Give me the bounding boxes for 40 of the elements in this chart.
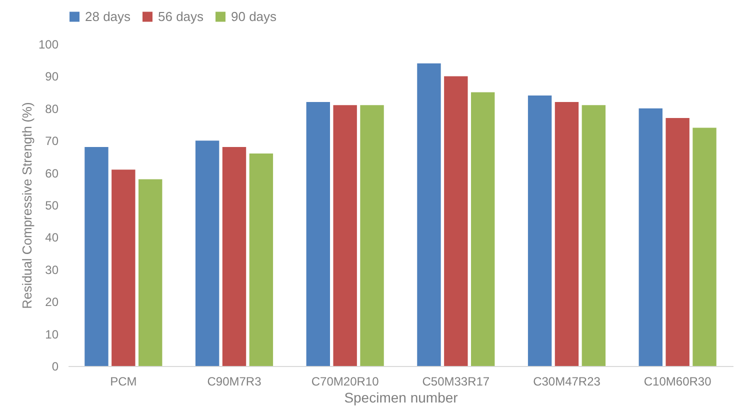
bar [195, 140, 220, 366]
bar [582, 105, 606, 366]
x-tick-label: C50M33R17 [422, 374, 490, 388]
y-tick-label: 0 [52, 360, 59, 374]
bar [112, 170, 136, 366]
x-tick-label: C10M60R30 [644, 374, 712, 388]
bar [638, 108, 662, 366]
x-tick-label: PCM [110, 374, 137, 388]
bar [471, 92, 495, 366]
y-tick-label: 60 [45, 166, 59, 180]
bar [528, 96, 552, 366]
x-tick-label: C90M7R3 [207, 374, 262, 388]
y-tick-label: 30 [45, 262, 59, 277]
x-tick-label: C30M47R23 [533, 374, 601, 388]
bar [138, 179, 162, 366]
bar [333, 105, 357, 366]
legend-label: 56 days [158, 8, 204, 24]
y-tick-label: 80 [45, 102, 59, 116]
bar [554, 102, 579, 366]
y-tick-label: 10 [45, 327, 59, 342]
y-tick-label: 90 [45, 70, 59, 84]
x-axis-title: Specimen number [344, 390, 458, 406]
x-tick-label: C70M20R10 [311, 374, 380, 388]
bar [360, 105, 384, 366]
y-tick-label: 70 [45, 134, 59, 148]
bar [692, 128, 716, 366]
bar [306, 102, 330, 366]
bar [249, 153, 274, 366]
y-tick-label: 50 [45, 198, 59, 212]
legend-label: 90 days [231, 8, 278, 24]
y-tick-label: 40 [45, 230, 59, 245]
y-axis-title: Residual Compressive Strength (%) [19, 102, 34, 309]
y-tick-label: 100 [38, 38, 59, 52]
y-tick-label: 20 [45, 295, 59, 310]
bar [222, 147, 246, 366]
bar [444, 76, 468, 366]
bar [417, 63, 441, 366]
bar [666, 118, 690, 366]
legend-label: 28 days [85, 8, 132, 24]
bar [84, 147, 108, 366]
